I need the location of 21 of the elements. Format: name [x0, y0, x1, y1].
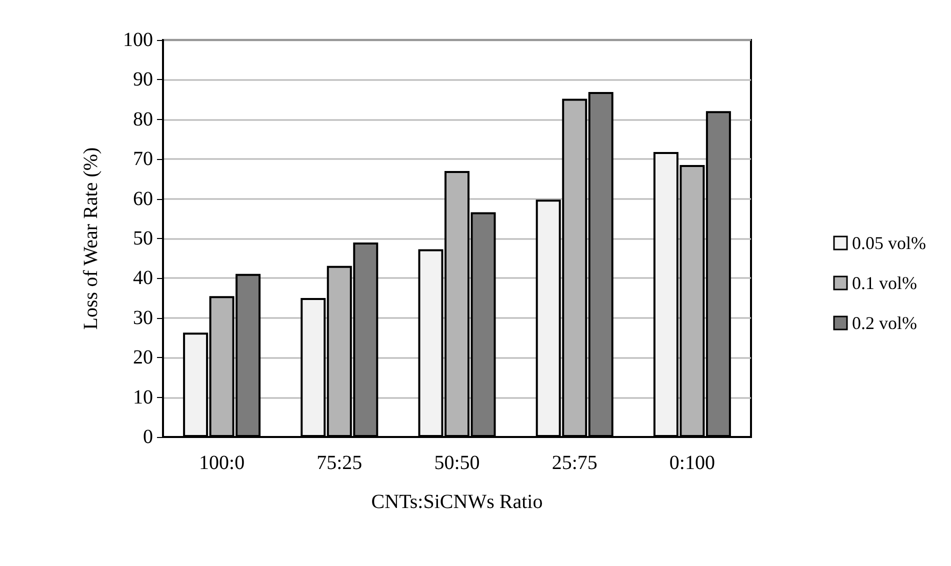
- x-tick-label: 100:0: [199, 452, 245, 474]
- x-tick-label: 50:50: [434, 452, 480, 474]
- y-tick-label: 10: [133, 386, 153, 408]
- y-tick-label: 20: [133, 346, 153, 369]
- legend-label: 0.2 vol%: [852, 313, 918, 333]
- y-tick-label: 30: [133, 306, 153, 329]
- x-axis-title: CNTs:SiCNWs Ratio: [371, 491, 543, 513]
- y-axis-title: Loss of Wear Rate (%): [80, 147, 102, 330]
- y-tick-label: 0: [143, 426, 153, 448]
- y-tick-label: 60: [133, 188, 153, 210]
- y-tick-label: 40: [133, 267, 153, 290]
- y-tick-label: 90: [133, 68, 153, 91]
- x-tick-label: 75:25: [316, 452, 362, 474]
- y-tick-label: 70: [133, 148, 153, 170]
- y-tick-label: 50: [133, 228, 153, 250]
- y-tick-label: 80: [133, 108, 153, 130]
- x-tick-label: 0:100: [669, 452, 715, 474]
- legend-label: 0.05 vol%: [852, 233, 926, 253]
- legend-label: 0.1 vol%: [852, 273, 918, 293]
- x-tick-label: 25:75: [552, 452, 598, 474]
- y-tick-label: 100: [123, 29, 153, 51]
